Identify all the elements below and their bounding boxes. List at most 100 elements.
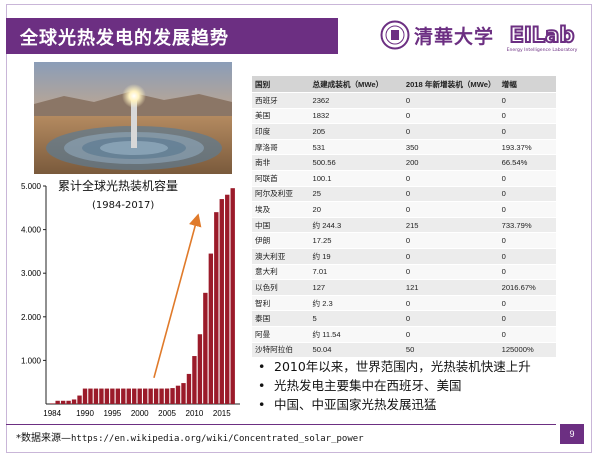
title-bar: 全球光热发电的发展趋势	[6, 18, 338, 54]
chart-bar	[66, 400, 71, 404]
chart-subtitle: (1984-2017)	[92, 200, 154, 211]
y-tick-label: 1.000	[21, 356, 42, 365]
table-cell: 20	[309, 201, 403, 218]
table-cell: 约 11.54	[309, 326, 403, 343]
table-row: 埃及 20 0 0	[252, 201, 556, 218]
table-cell: 西班牙	[252, 92, 310, 109]
table-cell: 7.01	[309, 264, 403, 281]
table-cell: 193.37%	[498, 139, 556, 156]
table-cell: 中国	[252, 217, 310, 234]
table-cell: 0	[498, 123, 556, 140]
table-row: 伊朗 17.25 0 0	[252, 232, 556, 249]
table-cell: 2016.67%	[498, 279, 556, 296]
chart-bar	[153, 388, 159, 404]
table-cell: 意大利	[252, 264, 310, 281]
table-cell: 0	[402, 326, 499, 343]
table-row: 印度 205 0 0	[252, 123, 556, 140]
chart-bar	[175, 385, 181, 404]
table-cell: 531	[309, 139, 403, 156]
table-cell: 埃及	[252, 201, 310, 218]
chart-bar	[110, 388, 115, 404]
table-cell: 1832	[309, 108, 403, 125]
bullet-text: 中国、中亚国家光热发展迅猛	[274, 397, 437, 412]
page-number: 9	[560, 424, 584, 444]
chart-bar	[55, 400, 60, 404]
chart-bar	[186, 373, 192, 404]
table-cell: 50.04	[309, 342, 403, 359]
source-label: *数据来源—	[16, 433, 71, 444]
chart-bar	[137, 388, 142, 404]
chart-bar	[132, 388, 137, 404]
x-tick-label: 2000	[131, 409, 149, 418]
table-row: 智利约 2.3 0 0	[252, 295, 556, 312]
chart-bar	[88, 388, 93, 404]
table-cell: 伊朗	[252, 232, 310, 249]
bullet-item: • 2010年以来，世界范围内，光热装机快速上升	[258, 356, 531, 375]
table-row: 中国约 244.3 215 733.79%	[252, 217, 556, 234]
table-cell: 0	[402, 295, 499, 312]
table-cell: 0	[402, 123, 499, 140]
chart-bar	[99, 388, 104, 404]
table-row: 阿联酋 100.1 0 0	[252, 170, 556, 187]
bullet-text: 2010年以来，世界范围内，光热装机快速上升	[274, 359, 531, 374]
table-row: 沙特阿拉伯 50.04 50 125000%	[252, 342, 556, 359]
chart-bar	[164, 388, 170, 404]
table-cell: 733.79%	[498, 217, 556, 234]
table-cell: 以色列	[252, 279, 310, 296]
table-cell: 沙特阿拉伯	[252, 342, 310, 359]
chart-bar	[148, 388, 153, 404]
bullet-text: 光热发电主要集中在西班牙、美国	[274, 378, 462, 393]
chart-bar	[203, 292, 208, 404]
table-cell: 127	[309, 279, 403, 296]
header-logos: 清華大学 EILab Energy Intelligence Laborator…	[380, 18, 590, 54]
table-cell: 121	[402, 279, 499, 296]
chart-bar	[104, 388, 110, 404]
chart-bar	[181, 383, 186, 404]
chart-bar	[60, 400, 66, 404]
table-cell: 美国	[252, 108, 310, 125]
slide-title: 全球光热发电的发展趋势	[20, 28, 229, 49]
csp-country-table: 国别 总建成装机（MWe） 2018 年新增装机（MWe） 增幅 西班牙 2362 0 0 美…	[252, 76, 556, 359]
source-url: https://en.wikipedia.org/wiki/Concentrat…	[71, 434, 364, 444]
lab-logo-subtitle: Energy Intelligence Laboratory	[507, 47, 578, 53]
table-cell: 17.25	[309, 232, 403, 249]
table-cell: 0	[498, 310, 556, 327]
table-row: 南非 500.56 200 66.54%	[252, 154, 556, 171]
chart-bar	[225, 194, 230, 404]
chart-bar	[143, 388, 148, 404]
table-cell: 100.1	[309, 170, 403, 187]
chart-bar	[197, 334, 203, 404]
chart-bar	[115, 388, 121, 404]
table-cell: 阿联酋	[252, 170, 310, 187]
table-header-cell: 2018 年新增装机（MWe）	[402, 76, 499, 93]
table-cell: 125000%	[498, 342, 556, 359]
table-cell: 约 2.3	[309, 295, 403, 312]
bullet-item: • 中国、中亚国家光热发展迅猛	[258, 394, 531, 413]
chart-bar	[219, 199, 224, 404]
table-header-cell: 总建成装机（MWe）	[309, 76, 403, 93]
bullet-dot-icon: •	[258, 378, 266, 393]
table-cell: 66.54%	[498, 154, 556, 171]
table-cell: 200	[402, 154, 499, 171]
bullet-dot-icon: •	[258, 397, 266, 412]
table-row: 意大利 7.01 0 0	[252, 264, 556, 281]
table-cell: 智利	[252, 295, 310, 312]
table-cell: 0	[402, 201, 499, 218]
chart-bar	[50, 403, 55, 404]
table-cell: 350	[402, 139, 499, 156]
y-tick-label: 2.000	[21, 313, 42, 322]
table-header-cell: 增幅	[498, 76, 556, 93]
table-cell: 5	[309, 310, 403, 327]
table-header-cell: 国别	[252, 76, 310, 93]
chart-bar	[82, 388, 88, 404]
x-tick-label: 2010	[186, 409, 204, 418]
table-cell: 0	[402, 108, 499, 125]
table-cell: 阿尔及利亚	[252, 186, 310, 203]
table-cell: 南非	[252, 154, 310, 171]
chart-bar	[214, 212, 219, 404]
y-tick-label: 3.000	[21, 269, 42, 278]
x-tick-label: 1990	[76, 409, 94, 418]
table-cell: 0	[498, 170, 556, 187]
table-header-row: 国别 总建成装机（MWe） 2018 年新增装机（MWe） 增幅	[252, 76, 556, 93]
footer-divider	[6, 424, 556, 425]
